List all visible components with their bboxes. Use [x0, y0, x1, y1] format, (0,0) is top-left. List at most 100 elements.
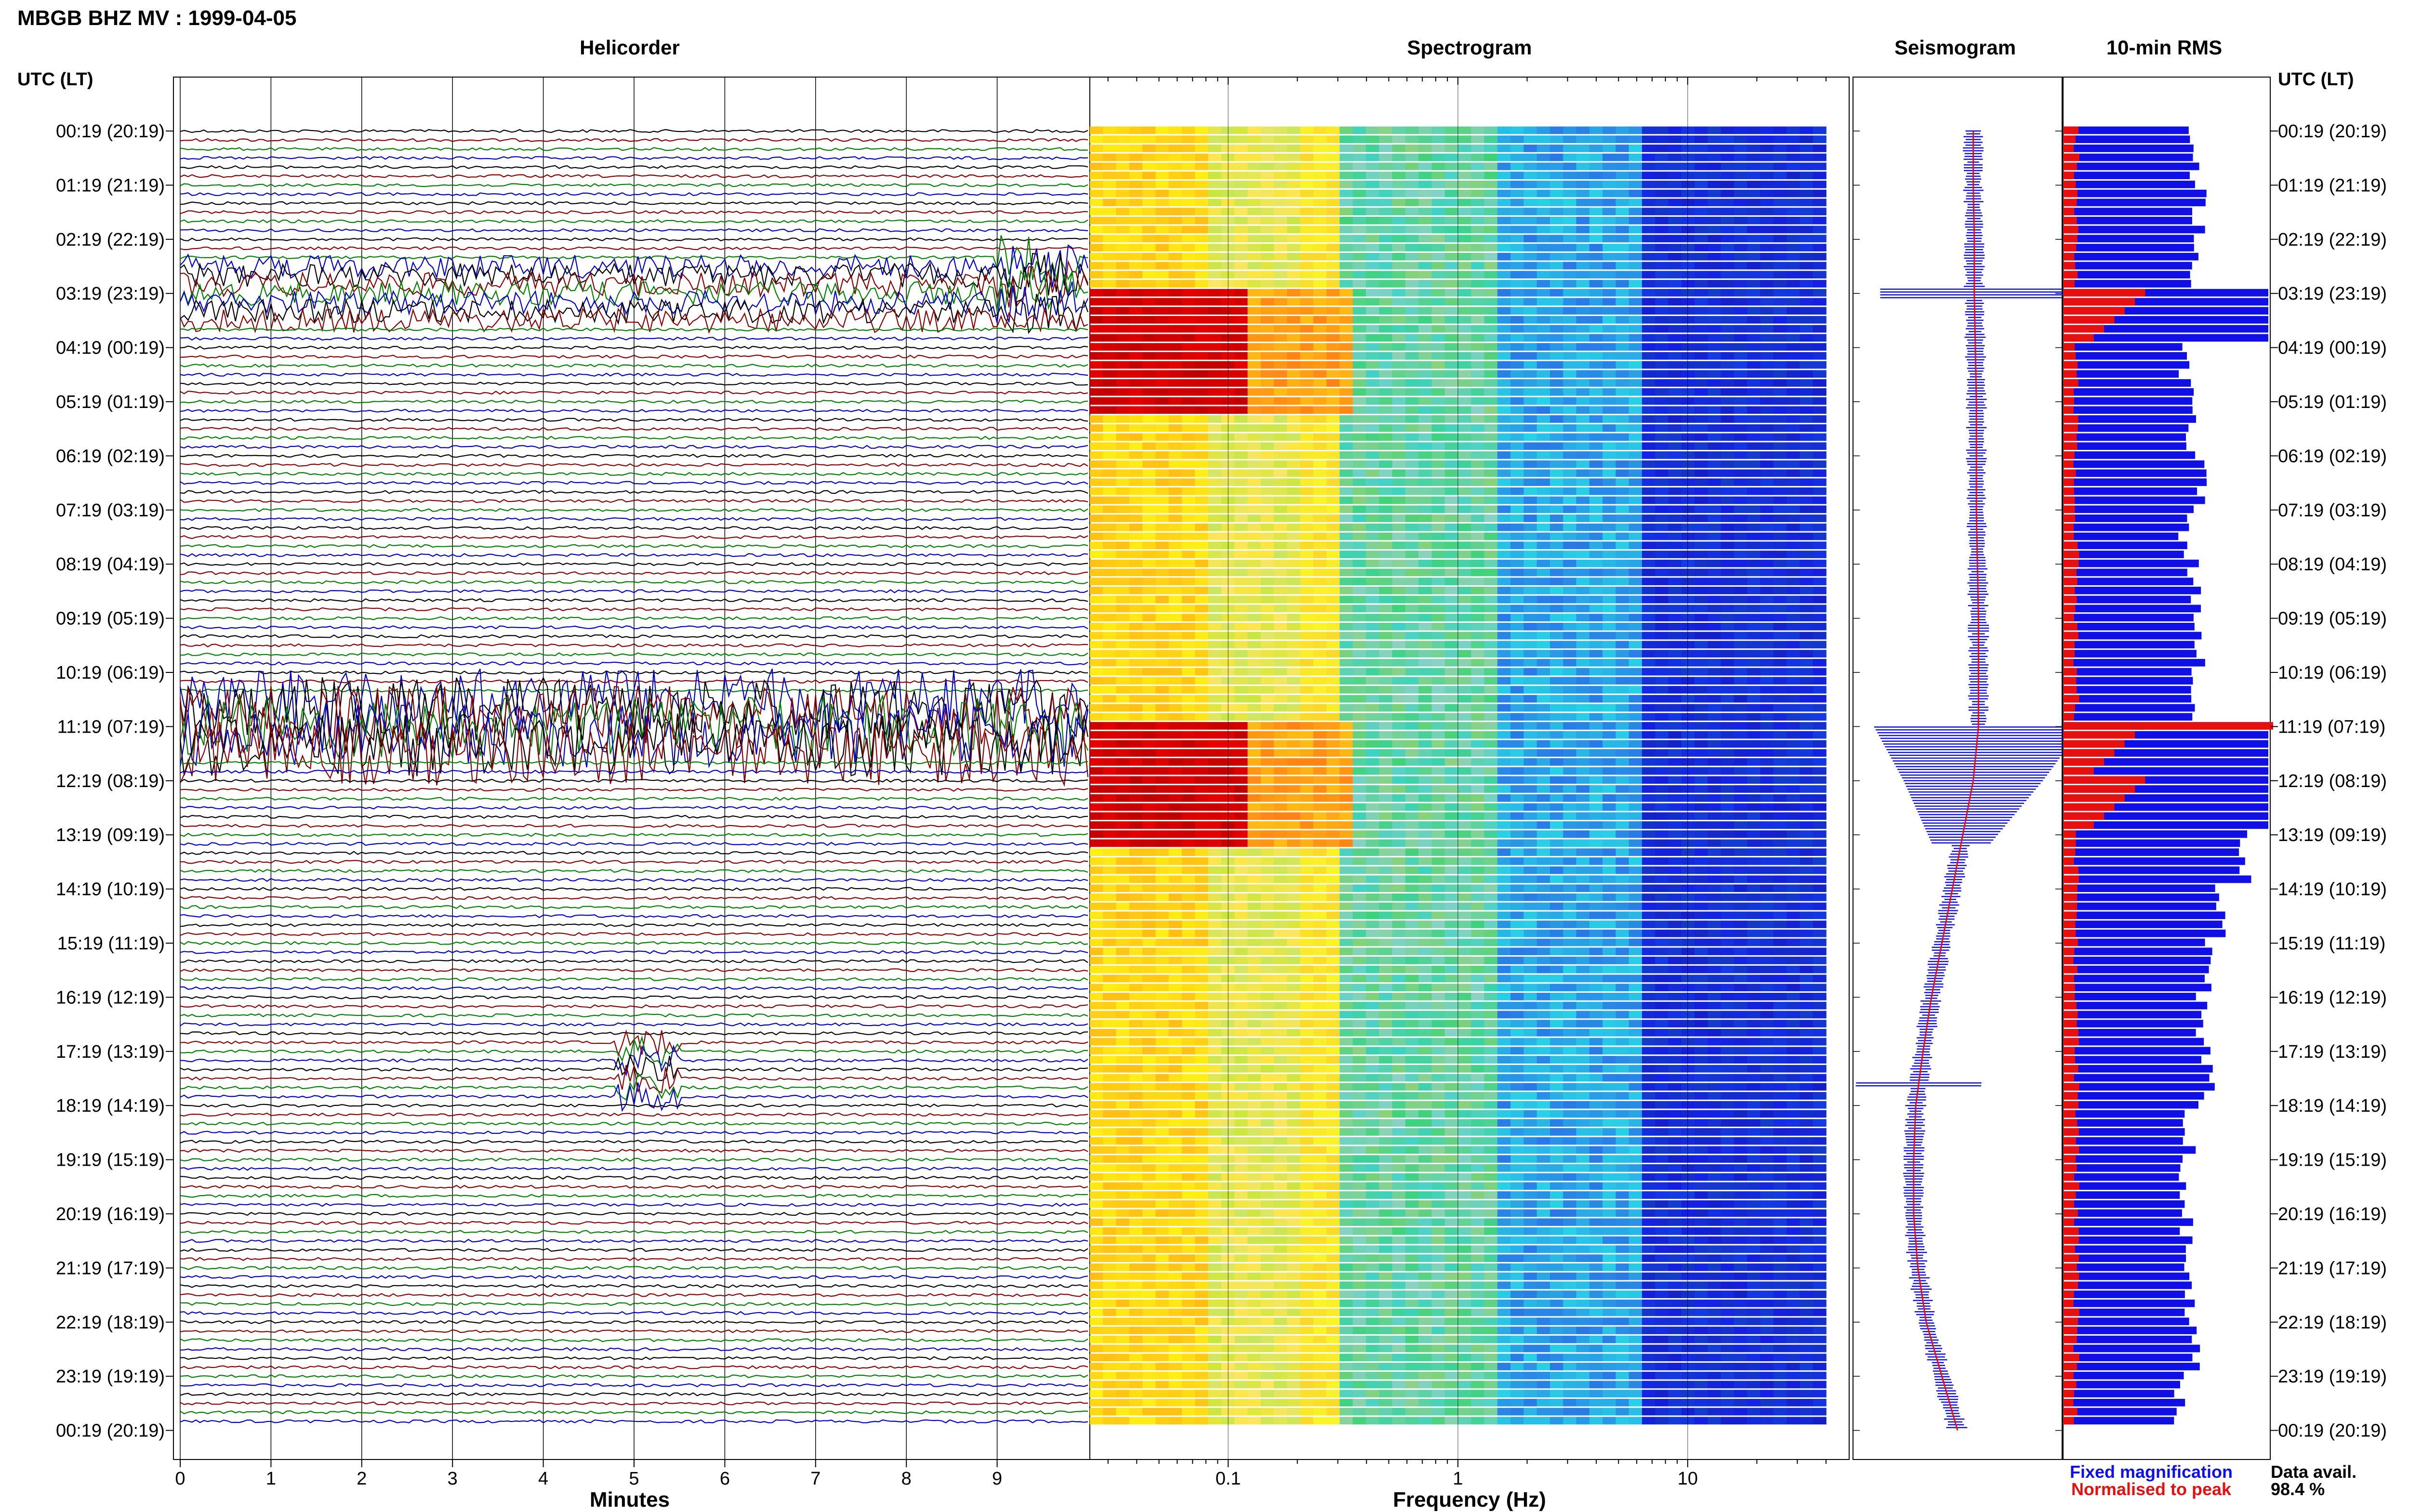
spectrogram-row [1090, 695, 1827, 703]
spectrogram-cell [1681, 343, 1695, 351]
spectrogram-cell [1379, 478, 1393, 486]
spectrogram-cell [1326, 622, 1340, 631]
spectrogram-cell [1615, 162, 1629, 171]
spectrogram-cell [1721, 198, 1734, 207]
spectrogram-cell [1379, 496, 1393, 504]
spectrogram-cell [1484, 641, 1498, 649]
spectrogram-cell [1366, 505, 1380, 513]
spectrogram-cell [1615, 442, 1629, 450]
spectrogram-cell [1247, 532, 1261, 540]
spectrogram-cell [1773, 767, 1787, 775]
spectrogram-cell [1510, 325, 1524, 333]
spectrogram-cell [1444, 208, 1458, 215]
spectrogram-cell [1103, 758, 1117, 766]
spectrogram-cell [1208, 181, 1222, 188]
spectrogram-cell [1352, 812, 1366, 820]
spectrogram-cell [1168, 722, 1182, 730]
spectrogram-cell [1458, 198, 1472, 207]
spectrogram-cell [1721, 875, 1734, 883]
spectrogram-cell [1563, 722, 1577, 730]
spectrogram-cell [1103, 884, 1117, 892]
spectrogram-cell [1326, 126, 1340, 134]
spectrogram-cell [1694, 505, 1708, 513]
spectrogram-cell [1668, 225, 1682, 234]
spectrogram-cell [1655, 776, 1669, 784]
spectrogram-cell [1458, 298, 1472, 306]
spectrogram-cell [1103, 785, 1117, 793]
spectrogram-cell [1260, 812, 1274, 820]
spectrogram-cell [1208, 298, 1222, 306]
spectrogram-cell [1405, 208, 1419, 215]
spectrogram-cell [1418, 532, 1432, 540]
spectrogram-cell [1352, 722, 1366, 730]
spectrogram-cell [1536, 595, 1550, 604]
spectrogram-cell [1747, 713, 1761, 721]
spectrogram-cell [1510, 289, 1524, 297]
spectrogram-cell [1589, 361, 1603, 369]
spectrogram-cell [1628, 298, 1642, 306]
spectrogram-cell [1339, 767, 1353, 775]
spectrogram-cell [1773, 668, 1787, 676]
helicorder-trace [180, 481, 1088, 485]
spectrogram-cell [1800, 722, 1813, 730]
spectrogram-cell [1405, 704, 1419, 712]
spectrogram-cell [1642, 857, 1656, 865]
spectrogram-cell [1747, 622, 1761, 631]
spectrogram-cell [1747, 280, 1761, 288]
spectrogram-cell [1721, 280, 1734, 288]
spectrogram-cell [1405, 568, 1419, 577]
spectrogram-cell [1681, 379, 1695, 387]
spectrogram-cell [1550, 551, 1564, 558]
spectrogram-cell [1313, 424, 1327, 432]
spectrogram-cell [1234, 559, 1248, 567]
spectrogram-cell [1536, 235, 1550, 243]
spectrogram-cell [1392, 785, 1406, 793]
spectrogram-cell [1300, 469, 1314, 477]
spectrogram-cell [1721, 551, 1734, 558]
spectrogram-cell [1366, 280, 1380, 288]
spectrogram-cell [1195, 848, 1209, 856]
spectrogram-cell [1602, 262, 1616, 270]
spectrogram-cell [1366, 704, 1380, 712]
spectrogram-cell [1800, 271, 1813, 279]
spectrogram-cell [1510, 433, 1524, 441]
spectrogram-cell [1300, 803, 1314, 811]
spectrogram-cell [1300, 551, 1314, 558]
helicorder-trace [180, 769, 1088, 774]
spectrogram-cell [1418, 767, 1432, 775]
spectrogram-cell [1300, 451, 1314, 459]
spectrogram-cell [1129, 505, 1143, 513]
spectrogram-cell [1444, 758, 1458, 766]
spectrogram-cell [1800, 794, 1813, 802]
spectrogram-cell [1484, 145, 1498, 152]
spectrogram-cell [1694, 181, 1708, 188]
spectrogram-cell [1813, 677, 1827, 685]
spectrogram-cell [1668, 857, 1682, 865]
spectrogram-cell [1103, 622, 1117, 631]
spectrogram-cell [1418, 875, 1432, 883]
spectrogram-cell [1550, 695, 1564, 703]
spectrogram-cell [1129, 352, 1143, 360]
spectrogram-cell [1090, 126, 1104, 134]
spectrogram-cell [1589, 235, 1603, 243]
spectrogram-row [1090, 848, 1827, 856]
spectrogram-cell [1405, 740, 1419, 748]
spectrogram-cell [1274, 478, 1288, 486]
spectrogram-cell [1458, 189, 1472, 197]
spectrogram-cell [1681, 848, 1695, 856]
spectrogram-cell [1484, 244, 1498, 251]
spectrogram-cell [1550, 352, 1564, 360]
spectrogram-cell [1747, 433, 1761, 441]
spectrogram-cell [1195, 749, 1209, 757]
spectrogram-cell [1536, 641, 1550, 649]
spectrogram-cell [1352, 325, 1366, 333]
spectrogram-cell [1773, 614, 1787, 621]
spectrogram-cell [1576, 514, 1590, 522]
spectrogram-cell [1550, 713, 1564, 721]
spectrogram-cell [1563, 433, 1577, 441]
spectrogram-cell [1563, 225, 1577, 234]
spectrogram-cell [1734, 505, 1748, 513]
spectrogram-cell [1195, 280, 1209, 288]
spectrogram-cell [1352, 839, 1366, 847]
spectrogram-cell [1550, 289, 1564, 297]
